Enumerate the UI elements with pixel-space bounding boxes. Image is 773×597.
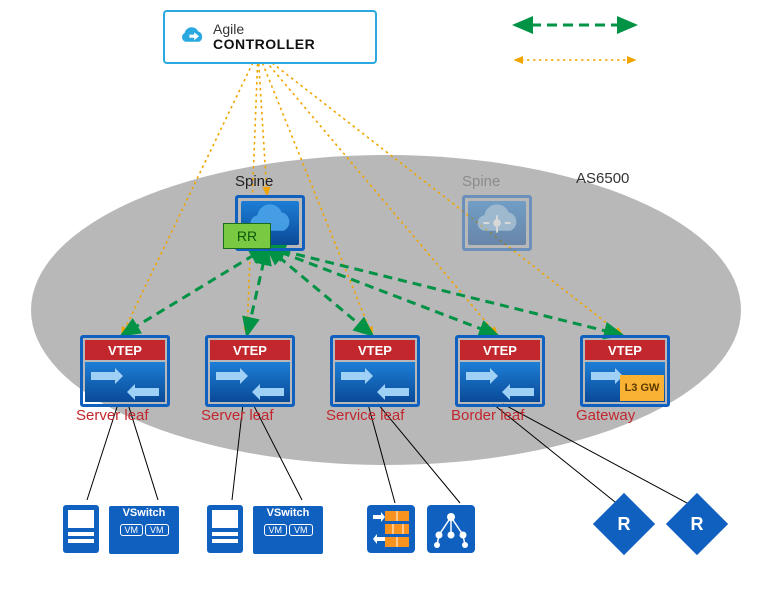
vm-pill: VM: [289, 524, 313, 536]
vm-pill: VM: [145, 524, 169, 536]
vswitch-box-1: VSwitch VMVM: [108, 505, 180, 555]
vtep-badge: VTEP: [210, 340, 290, 360]
leaf-server2: VTEP: [205, 335, 295, 407]
vswitch-box-2: VSwitch VMVM: [252, 505, 324, 555]
server-icon-1: [63, 505, 99, 553]
topology-icon: [427, 505, 475, 553]
vtep-badge: VTEP: [585, 340, 665, 360]
leaf-gateway-label: Gateway: [576, 407, 635, 424]
leaf-service-label: Service leaf: [326, 407, 404, 424]
leaf-border-label: Border leaf: [451, 407, 524, 424]
cloud-switch-icon: [468, 201, 526, 245]
leaf-server1-label: Server leaf: [76, 407, 149, 424]
switch-icon: [335, 362, 415, 402]
vm-pill: VM: [264, 524, 288, 536]
leaf-gateway: VTEP L3 GW: [580, 335, 670, 407]
leaf-server2-label: Server leaf: [201, 407, 274, 424]
agile-controller-box: Agile CONTROLLER: [163, 10, 377, 64]
as-number-label: AS6500: [576, 170, 629, 187]
switch-icon: [460, 362, 540, 402]
controller-title-ctrl: CONTROLLER: [213, 37, 315, 52]
firewall-icon: [367, 505, 415, 553]
leaf-border: VTEP: [455, 335, 545, 407]
vtep-badge: VTEP: [335, 340, 415, 360]
leaf-service: VTEP: [330, 335, 420, 407]
spine-2: [462, 195, 532, 251]
spine-1-label: Spine: [235, 173, 273, 190]
controller-title-agile: Agile: [213, 22, 315, 37]
vswitch-1-title: VSwitch: [109, 506, 179, 520]
leaf-server1: VTEP: [80, 335, 170, 407]
l3gw-badge: L3 GW: [620, 375, 664, 401]
spine-2-label: Spine: [462, 173, 500, 190]
router-icon-1: R: [593, 493, 655, 555]
vm-pill: VM: [120, 524, 144, 536]
router-icon-2: R: [666, 493, 728, 555]
cloud-icon: [175, 25, 207, 49]
switch-icon: [85, 362, 165, 402]
vswitch-2-title: VSwitch: [253, 506, 323, 520]
server-icon-2: [207, 505, 243, 553]
vtep-badge: VTEP: [85, 340, 165, 360]
vtep-badge: VTEP: [460, 340, 540, 360]
switch-icon: [210, 362, 290, 402]
rr-badge: RR: [223, 223, 271, 249]
